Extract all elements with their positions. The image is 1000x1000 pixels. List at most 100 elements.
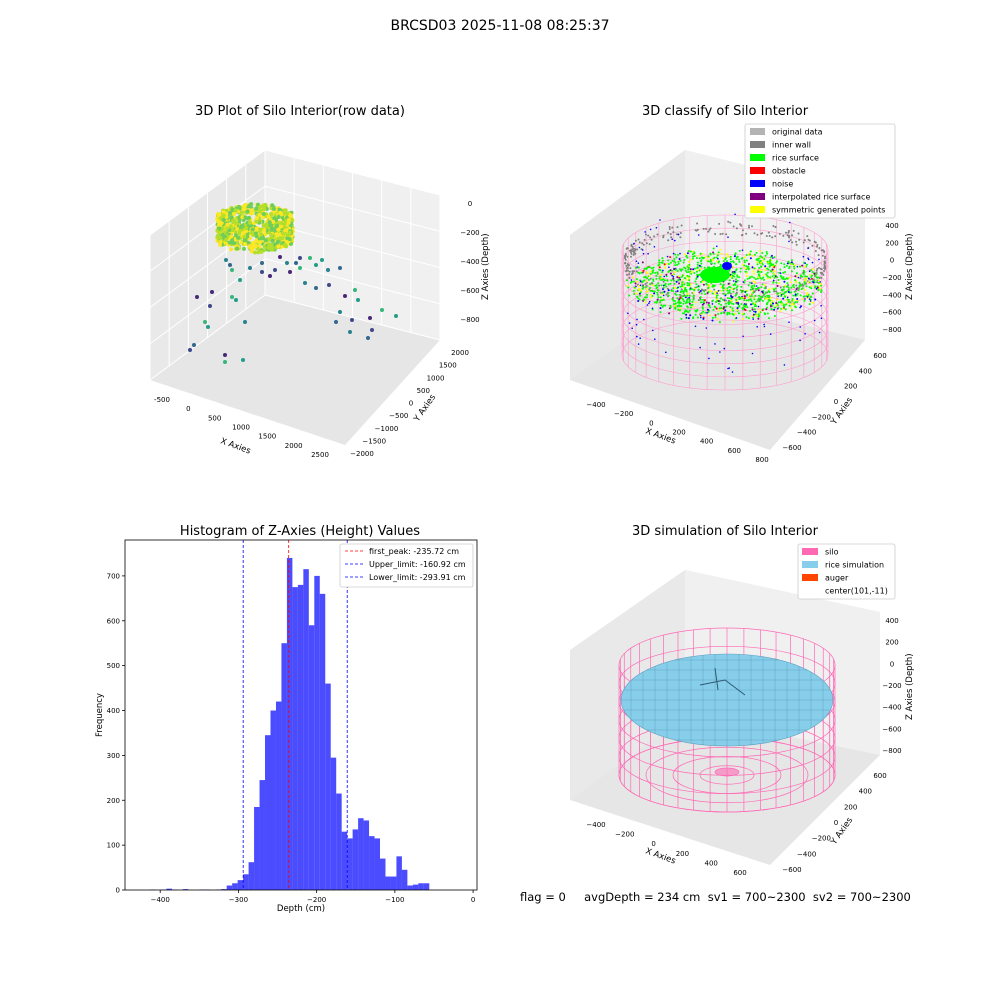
classify-point xyxy=(673,279,675,282)
raw-point xyxy=(220,232,225,237)
classify-point xyxy=(811,277,813,280)
classify-point xyxy=(678,293,681,296)
classify-point xyxy=(736,288,738,291)
classify-point xyxy=(626,284,629,287)
classify-point xyxy=(636,248,639,251)
raw-point xyxy=(248,266,252,270)
classify-point xyxy=(687,268,690,271)
classify-point xyxy=(779,274,782,277)
classify-point xyxy=(814,275,816,277)
classify-point xyxy=(678,282,680,285)
classify-legend-label: symmetric generated points xyxy=(772,206,885,215)
classify-point xyxy=(749,298,752,301)
raw-point xyxy=(218,235,222,240)
classify-point xyxy=(764,285,767,288)
classify-point xyxy=(649,277,652,280)
classify-point xyxy=(740,285,743,288)
classify-point xyxy=(696,261,699,264)
classify-point xyxy=(801,264,804,267)
classify-point xyxy=(673,282,676,285)
classify-point xyxy=(729,301,731,304)
histogram-bar xyxy=(270,710,276,890)
classify-3d-plot: −400−20002004006008006004002000−200−400−… xyxy=(570,123,915,464)
classify-point xyxy=(814,298,817,301)
classify-point xyxy=(758,294,761,297)
raw-point xyxy=(223,360,227,364)
classify-point xyxy=(740,224,742,227)
classify-point xyxy=(677,260,680,263)
classify-point xyxy=(666,262,669,265)
classify-point xyxy=(688,284,691,287)
classify-point xyxy=(807,238,810,241)
classify-point xyxy=(776,298,779,301)
histogram-bar xyxy=(303,569,309,890)
raw-point xyxy=(289,218,294,222)
classify-point xyxy=(786,282,789,285)
classify-point xyxy=(736,275,739,278)
classify-point xyxy=(791,241,794,244)
classify-point xyxy=(747,263,750,265)
raw-point xyxy=(257,212,262,217)
raw-point xyxy=(278,224,283,229)
classify-point xyxy=(777,308,779,310)
raw-point xyxy=(221,210,226,214)
classify-point xyxy=(654,301,656,304)
classify-point xyxy=(734,213,736,216)
classify-point xyxy=(746,289,749,292)
classify-point xyxy=(762,293,765,296)
classify-point xyxy=(775,302,778,304)
classify-legend-label: interpolated rice surface xyxy=(772,193,870,202)
raw-point xyxy=(224,238,228,242)
raw-point xyxy=(237,231,242,236)
classify-point xyxy=(755,285,758,287)
classify-point xyxy=(660,284,663,287)
classify-point xyxy=(799,284,802,287)
simulation-3d-plot: −400−20002004006006004002000−200−400−600… xyxy=(570,543,915,877)
classify-point xyxy=(685,300,688,303)
classify-point xyxy=(687,317,690,320)
classify-point xyxy=(638,289,641,292)
classify-point xyxy=(696,316,699,319)
classify-point xyxy=(672,287,675,290)
classify-point xyxy=(626,279,628,282)
classify-point xyxy=(632,253,635,256)
classify-point xyxy=(732,309,735,312)
classify-point xyxy=(713,262,716,265)
raw-ylabel: Y Axies xyxy=(412,392,439,424)
classify-point xyxy=(629,281,632,284)
classify-point xyxy=(670,289,673,292)
classify-point xyxy=(687,250,690,253)
classify-point xyxy=(689,268,692,271)
classify-point xyxy=(766,267,769,270)
raw-y-tick-label: −1000 xyxy=(375,425,399,433)
classify-point xyxy=(717,313,720,315)
classify-point xyxy=(657,264,660,267)
classify-point xyxy=(743,259,746,262)
classify-point xyxy=(711,259,714,262)
classify-point xyxy=(641,261,644,264)
classify-point xyxy=(819,281,821,283)
classify-point xyxy=(681,297,683,300)
classify-point xyxy=(719,351,721,353)
simulation-legend-label: rice simulation xyxy=(825,561,884,570)
classify-z-tick-label: 200 xyxy=(885,239,898,247)
classify-point xyxy=(652,266,655,269)
classify-point xyxy=(743,299,746,302)
histogram-bar xyxy=(292,587,298,890)
classify-point xyxy=(749,293,752,296)
histogram-chart: −400 −300 −200 −100 00100200300400500600700 … xyxy=(95,539,478,914)
histogram-xlabel: Depth (cm) xyxy=(277,904,325,914)
classify-point xyxy=(792,229,795,232)
classify-point xyxy=(808,270,811,273)
raw-point xyxy=(237,215,242,220)
raw-y-tick-label: −1500 xyxy=(362,437,386,445)
classify-point xyxy=(630,252,633,255)
classify-point xyxy=(780,294,783,296)
classify-point xyxy=(747,299,750,302)
classify-point xyxy=(786,262,789,265)
classify-point xyxy=(638,246,641,249)
classify-point xyxy=(723,306,725,309)
classify-point xyxy=(695,257,698,260)
classify-point xyxy=(698,264,701,267)
classify-point xyxy=(628,322,631,324)
